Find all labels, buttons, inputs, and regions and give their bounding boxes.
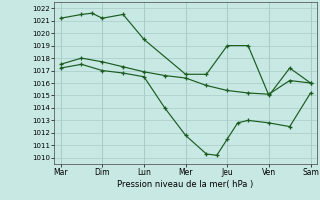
X-axis label: Pression niveau de la mer( hPa ): Pression niveau de la mer( hPa )	[117, 180, 254, 189]
